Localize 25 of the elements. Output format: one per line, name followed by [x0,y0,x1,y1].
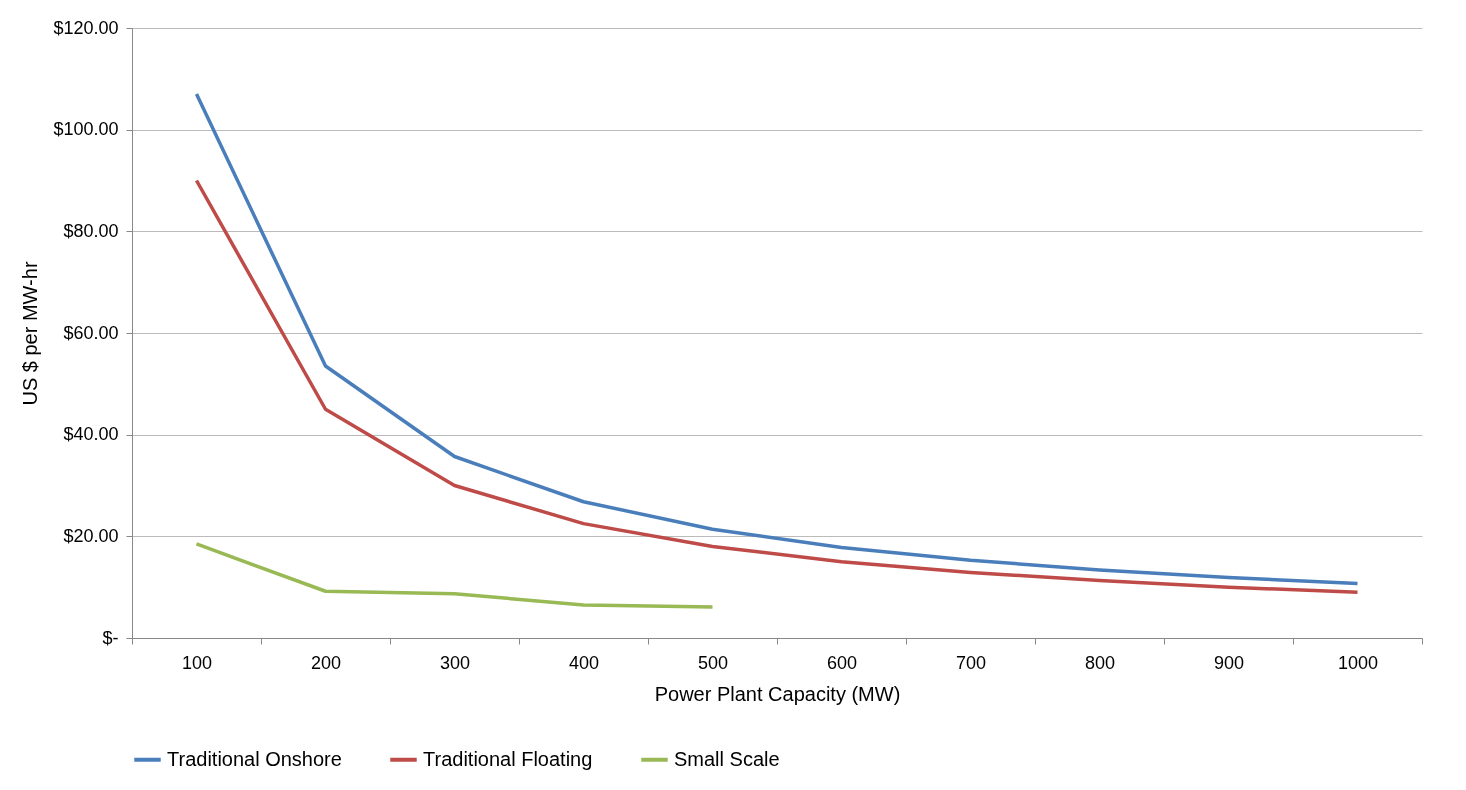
x-tick-label: 600 [826,652,858,673]
x-tick-label: 200 [310,652,342,673]
y-tick-label: $60.00 [63,322,119,343]
legend-label: Traditional Onshore [167,747,342,770]
x-tick-label: 900 [1213,652,1245,673]
x-axis-title: Power Plant Capacity (MW) [654,682,901,705]
legend-label: Small Scale [674,747,780,770]
x-tick-label: 700 [955,652,987,673]
y-tick-label: $20.00 [63,525,119,546]
y-tick-label: $40.00 [63,424,119,445]
y-tick-label: $80.00 [63,220,119,241]
y-axis-title: US $ per MW-hr [19,261,42,406]
legend-label: Traditional Floating [423,747,593,770]
x-tick-label: 800 [1084,652,1116,673]
line-series [194,92,1360,586]
line-series [194,542,715,609]
line-series [194,178,1360,594]
x-tick-label: 500 [697,652,729,673]
y-tick-label: $- [102,627,119,648]
x-tick-label: 400 [568,652,600,673]
x-tick-label: 100 [181,652,213,673]
x-tick-label: 1000 [1337,652,1379,673]
x-tick-label: 300 [439,652,471,673]
y-tick-label: $120.00 [53,17,119,38]
y-tick-label: $100.00 [53,119,119,140]
